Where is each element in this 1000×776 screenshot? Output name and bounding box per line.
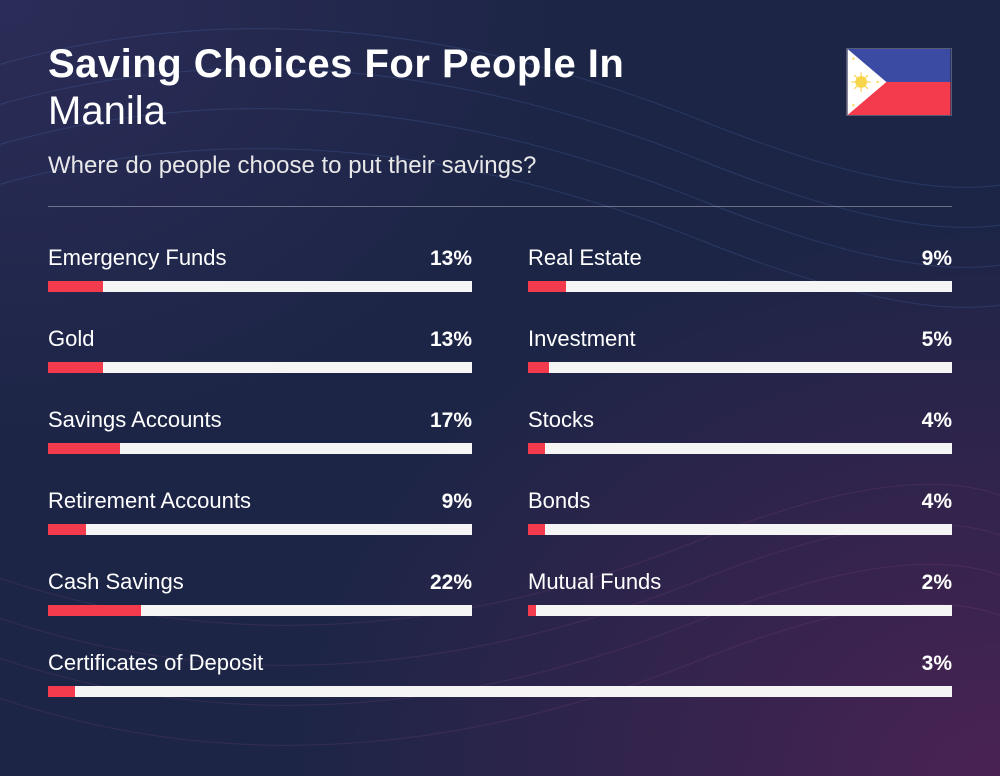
bar-item-head: Stocks 4% xyxy=(528,407,952,433)
bar-item: Real Estate 9% xyxy=(528,245,952,292)
bar-label: Stocks xyxy=(528,407,594,433)
bar-track xyxy=(48,362,472,373)
bar-item-head: Gold 13% xyxy=(48,326,472,352)
bar-value: 9% xyxy=(442,490,472,514)
bar-track xyxy=(528,524,952,535)
bar-value: 13% xyxy=(430,328,472,352)
bar-fill xyxy=(528,362,549,373)
bar-fill xyxy=(48,281,103,292)
bar-value: 22% xyxy=(430,571,472,595)
bar-fill xyxy=(528,524,545,535)
bar-value: 17% xyxy=(430,409,472,433)
bar-value: 5% xyxy=(922,328,952,352)
subtitle: Where do people choose to put their savi… xyxy=(48,152,952,180)
bar-label: Gold xyxy=(48,326,94,352)
header-divider xyxy=(48,206,952,207)
bar-item: Cash Savings 22% xyxy=(48,569,472,616)
bar-fill xyxy=(48,443,120,454)
bar-item: Investment 5% xyxy=(528,326,952,373)
bar-fill xyxy=(528,605,536,616)
bar-item-head: Emergency Funds 13% xyxy=(48,245,472,271)
bar-label: Real Estate xyxy=(528,245,642,271)
bar-value: 4% xyxy=(922,409,952,433)
title-line-2: Manila xyxy=(48,89,952,134)
bar-value: 2% xyxy=(922,571,952,595)
bar-item: Mutual Funds 2% xyxy=(528,569,952,616)
bar-track xyxy=(48,443,472,454)
bar-value: 9% xyxy=(922,247,952,271)
bar-label: Bonds xyxy=(528,488,590,514)
bar-label: Retirement Accounts xyxy=(48,488,251,514)
bar-item: Emergency Funds 13% xyxy=(48,245,472,292)
bar-item: Retirement Accounts 9% xyxy=(48,488,472,535)
bar-item-head: Certificates of Deposit 3% xyxy=(48,650,952,676)
philippines-flag-icon xyxy=(846,48,952,116)
bars-grid: Emergency Funds 13% Real Estate 9% Gold 13% In… xyxy=(48,245,952,697)
infographic-container: Saving Choices For People In Manila Wher… xyxy=(0,0,1000,739)
bar-item-head: Investment 5% xyxy=(528,326,952,352)
bar-item: Savings Accounts 17% xyxy=(48,407,472,454)
bar-item: Bonds 4% xyxy=(528,488,952,535)
bar-item: Stocks 4% xyxy=(528,407,952,454)
bar-item-head: Savings Accounts 17% xyxy=(48,407,472,433)
bar-value: 13% xyxy=(430,247,472,271)
bar-label: Investment xyxy=(528,326,636,352)
bar-item-head: Mutual Funds 2% xyxy=(528,569,952,595)
bar-label: Certificates of Deposit xyxy=(48,650,263,676)
bar-label: Cash Savings xyxy=(48,569,184,595)
bar-fill xyxy=(528,443,545,454)
bar-value: 4% xyxy=(922,490,952,514)
bar-fill xyxy=(48,686,75,697)
bar-item-head: Bonds 4% xyxy=(528,488,952,514)
title-line-1: Saving Choices For People In xyxy=(48,42,952,87)
bar-track xyxy=(528,443,952,454)
bar-item: Certificates of Deposit 3% xyxy=(48,650,952,697)
bar-fill xyxy=(528,281,566,292)
bar-track xyxy=(528,362,952,373)
bar-value: 3% xyxy=(922,652,952,676)
bar-label: Savings Accounts xyxy=(48,407,222,433)
bar-label: Mutual Funds xyxy=(528,569,661,595)
header: Saving Choices For People In Manila Wher… xyxy=(48,42,952,180)
bar-track xyxy=(48,524,472,535)
bar-fill xyxy=(48,524,86,535)
bar-item-head: Retirement Accounts 9% xyxy=(48,488,472,514)
bar-track xyxy=(48,686,952,697)
bar-fill xyxy=(48,605,141,616)
bar-track xyxy=(48,281,472,292)
bar-track xyxy=(528,605,952,616)
bar-track xyxy=(528,281,952,292)
bar-track xyxy=(48,605,472,616)
bar-fill xyxy=(48,362,103,373)
bar-label: Emergency Funds xyxy=(48,245,227,271)
bar-item: Gold 13% xyxy=(48,326,472,373)
bar-item-head: Cash Savings 22% xyxy=(48,569,472,595)
bar-item-head: Real Estate 9% xyxy=(528,245,952,271)
